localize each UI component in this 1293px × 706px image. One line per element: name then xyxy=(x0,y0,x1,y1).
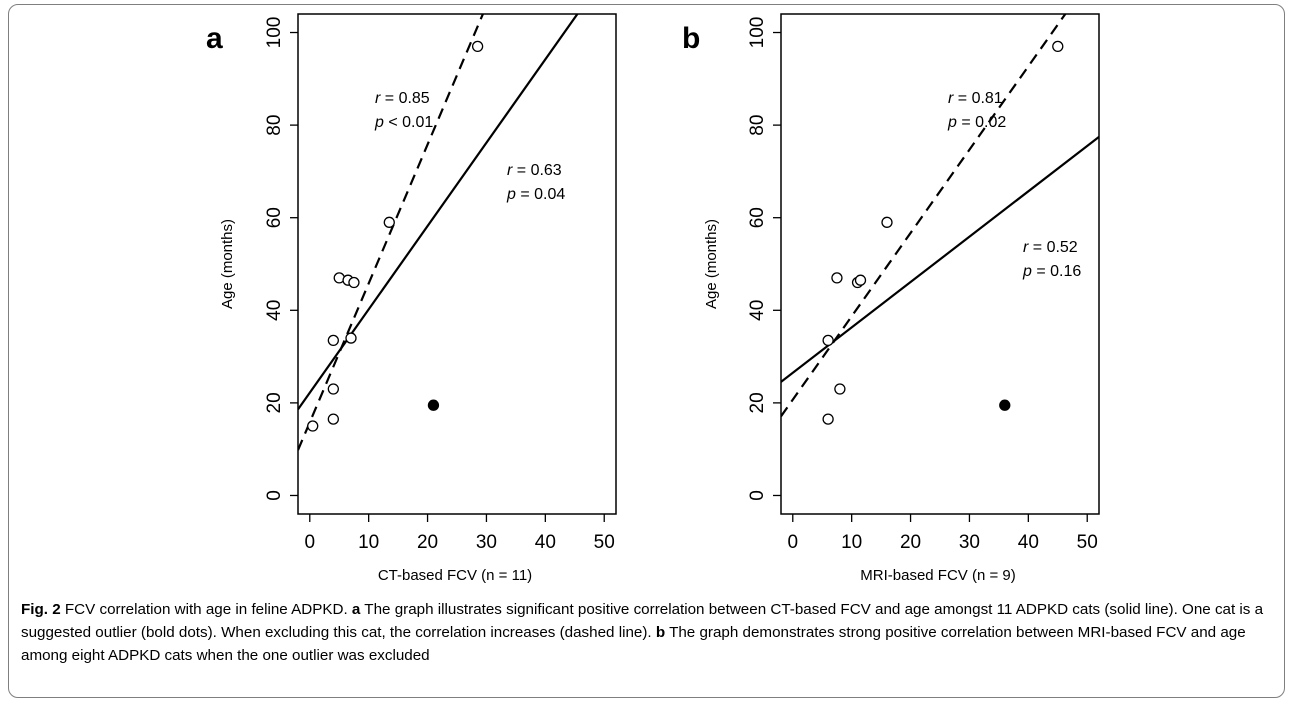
plot-frame xyxy=(297,13,617,515)
data-point xyxy=(307,420,319,432)
caption-fig-text: FCV correlation with age in feline ADPKD… xyxy=(60,601,352,618)
y-tick-label: 20 xyxy=(264,392,285,413)
fit-line-dashed xyxy=(298,14,485,451)
data-point xyxy=(822,413,834,425)
y-tick-label: 0 xyxy=(747,490,768,501)
x-tick-label: 40 xyxy=(1018,532,1039,553)
data-point xyxy=(831,272,843,284)
p-annotation: p < 0.01 xyxy=(374,114,433,131)
x-axis-title: CT-based FCV (n = 11) xyxy=(378,567,532,584)
r-annotation: r = 0.81 xyxy=(948,90,1003,107)
caption-a-text: The graph illustrates significant positi… xyxy=(21,601,1264,641)
x-tick-label: 40 xyxy=(535,532,556,553)
y-axis-title: Age (months) xyxy=(219,219,236,309)
figure-frame xyxy=(8,4,1285,698)
x-tick-label: 50 xyxy=(1077,532,1098,553)
x-tick-label: 50 xyxy=(594,532,615,553)
data-point xyxy=(834,383,846,395)
x-tick-label: 10 xyxy=(841,532,862,553)
data-point xyxy=(327,334,339,347)
y-tick-label: 100 xyxy=(264,17,285,49)
r-annotation: r = 0.63 xyxy=(507,162,562,179)
y-tick-label: 0 xyxy=(264,490,285,501)
outlier-point xyxy=(427,399,440,411)
data-point xyxy=(327,413,339,425)
fit-line-solid xyxy=(298,14,579,411)
p-annotation: p = 0.04 xyxy=(506,186,565,203)
data-point xyxy=(881,216,893,228)
x-tick-label: 30 xyxy=(959,532,980,553)
figure-caption: Fig. 2 FCV correlation with age in felin… xyxy=(21,598,1271,667)
x-tick-label: 0 xyxy=(304,532,315,553)
p-annotation: p = 0.16 xyxy=(1022,263,1081,280)
caption-a-label: a xyxy=(351,601,361,618)
x-tick-label: 10 xyxy=(358,532,379,553)
p-annotation: p = 0.02 xyxy=(947,114,1006,131)
y-tick-label: 40 xyxy=(264,300,285,321)
r-annotation: r = 0.52 xyxy=(1023,239,1078,256)
y-tick-label: 60 xyxy=(264,207,285,228)
x-axis-title: MRI-based FCV (n = 9) xyxy=(860,567,1015,584)
r-annotation: r = 0.85 xyxy=(375,90,430,107)
caption-b-label: b xyxy=(655,624,666,641)
data-point xyxy=(348,276,360,289)
data-point xyxy=(471,40,484,53)
y-tick-label: 40 xyxy=(747,300,768,321)
plot-frame xyxy=(780,13,1100,515)
x-tick-label: 20 xyxy=(900,532,921,553)
outlier-point xyxy=(999,399,1011,411)
panel-label: a xyxy=(206,22,223,55)
panel-a: a 0 10 20 30 40 50 0 20 40 60 80 100 CT-based FCV (n … xyxy=(206,13,617,584)
x-tick-label: 30 xyxy=(476,532,497,553)
caption-fig-label: Fig. 2 xyxy=(21,601,61,618)
y-tick-label: 80 xyxy=(264,115,285,136)
data-point xyxy=(327,383,339,395)
y-tick-label: 80 xyxy=(747,115,768,136)
y-tick-label: 20 xyxy=(747,392,768,413)
panel-b: b 0 10 20 30 40 50 0 20 40 60 80 100 MRI-based FCV (n… xyxy=(682,13,1100,584)
x-tick-label: 20 xyxy=(417,532,438,553)
panel-label: b xyxy=(682,22,700,55)
x-tick-label: 0 xyxy=(787,532,798,553)
caption-b-text: The graph demonstrates strong positive c… xyxy=(21,624,1246,664)
data-point xyxy=(822,334,834,347)
y-tick-label: 100 xyxy=(747,17,768,49)
data-point xyxy=(1052,40,1064,53)
fit-line-dashed xyxy=(781,14,1067,417)
data-point xyxy=(383,216,395,228)
y-tick-label: 60 xyxy=(747,207,768,228)
data-point xyxy=(345,332,357,344)
y-axis-title: Age (months) xyxy=(703,219,720,309)
data-point xyxy=(854,274,867,286)
